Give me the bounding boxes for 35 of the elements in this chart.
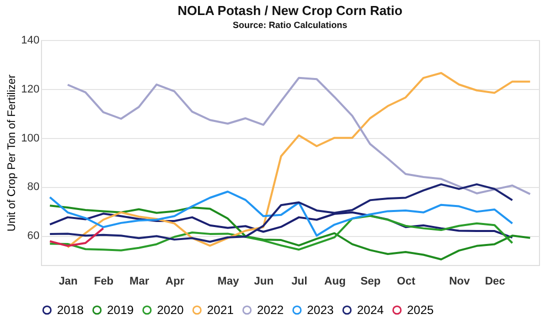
legend-label: 2024 (357, 303, 384, 318)
legend-label: 2021 (207, 303, 234, 318)
x-tick-label: Jul (291, 276, 308, 288)
y-tick-label: 60 (27, 230, 40, 242)
chart-subtitle: Source: Ratio Calculations (232, 20, 348, 30)
legend-label: 2022 (257, 303, 284, 318)
x-tick-label: Mar (130, 276, 150, 288)
line-series (48, 227, 104, 247)
line-series (48, 183, 514, 243)
x-tick-label: Oct (396, 276, 416, 288)
legend-label: 2025 (407, 303, 434, 318)
line-series (48, 190, 514, 237)
y-tick-label: 140 (21, 34, 40, 46)
y-tick-label: 100 (21, 132, 40, 144)
y-tick-label: 80 (27, 181, 40, 194)
x-tick-label: Apr (165, 276, 186, 288)
x-tick-label: Nov (449, 276, 471, 288)
x-tick-label: Feb (94, 276, 114, 288)
x-tick-label: Sep (360, 276, 381, 288)
x-tick-label: Aug (324, 276, 346, 288)
x-tick-label: Jan (58, 276, 78, 288)
x-tick-label: Dec (484, 276, 506, 288)
line-series (66, 72, 532, 248)
line-series (66, 76, 532, 196)
line-series (48, 214, 514, 252)
x-tick-label: Jun (254, 276, 274, 288)
line-series (48, 204, 532, 260)
x-tick-label: May (218, 276, 240, 288)
legend-label: 2018 (57, 303, 84, 318)
y-axis-title: Unit of Crop Per Ton of Fertilizer (6, 74, 18, 232)
chart-title: NOLA Potash / New Crop Corn Ratio (178, 3, 402, 18)
y-tick-label: 120 (21, 83, 40, 96)
legend-label: 2019 (107, 303, 134, 318)
legend-label: 2023 (307, 303, 334, 318)
legend-label: 2020 (157, 303, 184, 318)
